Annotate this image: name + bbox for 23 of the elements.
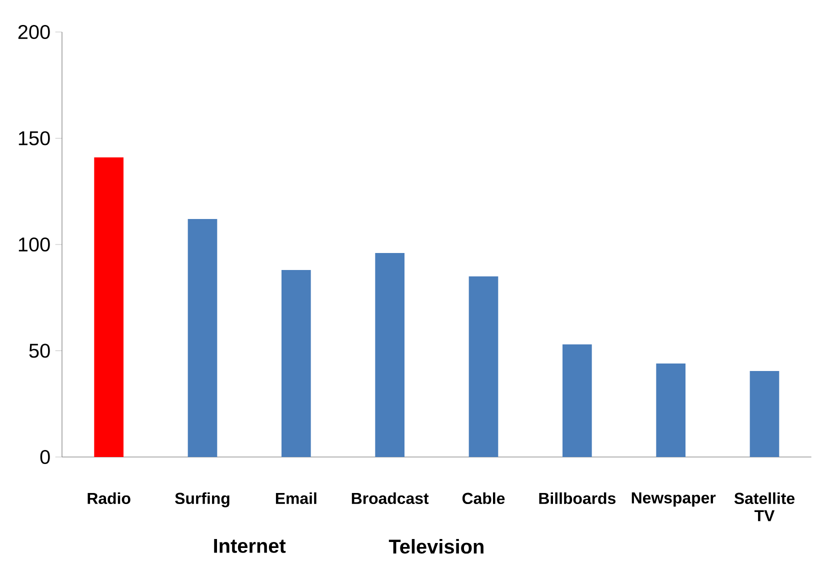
x-tick-label: Surfing <box>175 492 230 508</box>
text: Television <box>388 539 484 554</box>
bar <box>375 253 404 457</box>
x-tick-label: Satellite TV <box>734 492 795 522</box>
x-tick-label: Billboards <box>539 492 616 504</box>
y-tick-label: 200 <box>18 24 50 40</box>
x-tick-label: Broadcast <box>352 492 429 504</box>
y-tick-label: 100 <box>18 237 50 252</box>
y-tick-label: 150 <box>18 131 50 146</box>
x-tick-label: Radio <box>88 492 130 504</box>
x-tick-label: Newspaper <box>632 492 716 507</box>
bar <box>656 364 686 457</box>
bar <box>188 219 218 457</box>
text: Internet <box>214 539 286 553</box>
bar <box>94 157 124 457</box>
bar <box>562 344 592 457</box>
y-tick-label: 50 <box>29 344 50 358</box>
y-tick-label: 0 <box>40 450 50 464</box>
bar <box>750 370 780 457</box>
bar <box>468 276 498 457</box>
x-tick-label: Email <box>276 492 316 504</box>
x-tick-label: Cable <box>462 492 505 504</box>
bar <box>282 270 311 457</box>
